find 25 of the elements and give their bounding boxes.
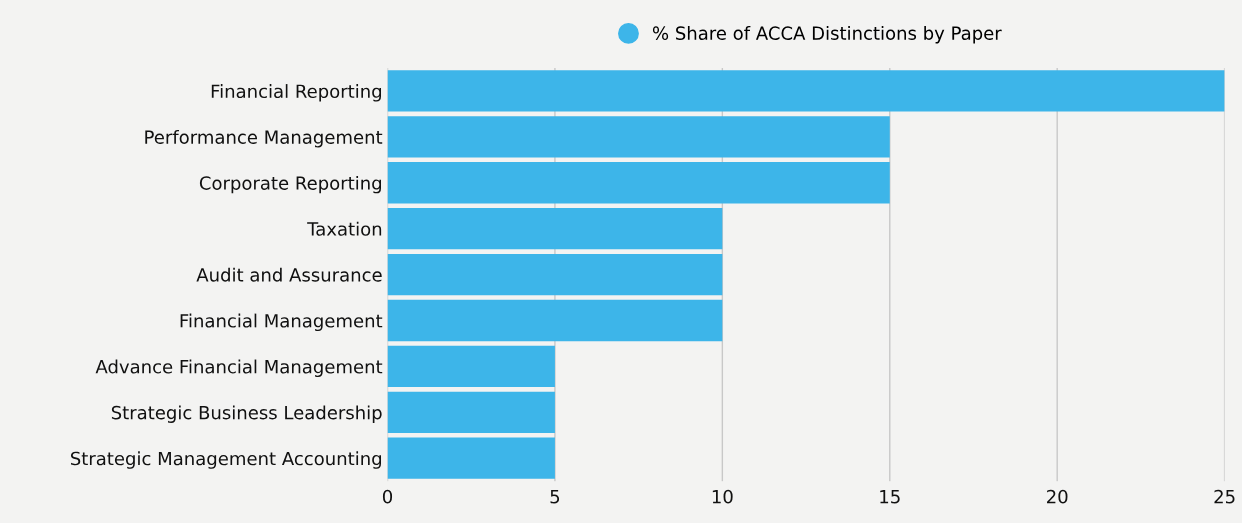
y-tick-label: Financial Management bbox=[180, 313, 383, 332]
x-tick-label: 25 bbox=[1214, 489, 1235, 504]
bar bbox=[387, 208, 723, 250]
bar bbox=[387, 299, 723, 342]
y-tick-label: Corporate Reporting bbox=[199, 175, 381, 194]
x-tick-label: 10 bbox=[712, 489, 733, 504]
y-tick-label: Performance Management bbox=[145, 129, 383, 148]
bar bbox=[387, 253, 723, 296]
x-tick-label: 5 bbox=[550, 490, 560, 504]
y-tick-label: Financial Reporting bbox=[211, 84, 381, 102]
x-tick-label: 20 bbox=[1047, 489, 1068, 504]
bar bbox=[387, 162, 890, 204]
bar bbox=[387, 345, 555, 388]
x-tick-label: 0 bbox=[382, 489, 393, 504]
y-tick-label: Strategic Business Leadership bbox=[111, 405, 382, 423]
y-tick-label: Advance Financial Management bbox=[95, 359, 383, 378]
x-tick-label: 15 bbox=[880, 490, 900, 504]
y-tick-label: Strategic Management Accounting bbox=[70, 451, 381, 469]
bar bbox=[387, 70, 1225, 112]
bar bbox=[387, 437, 555, 479]
y-tick-label: Taxation bbox=[307, 221, 382, 236]
bar bbox=[387, 391, 555, 433]
legend-label: % Share of ACCA Distinctions by Paper bbox=[652, 26, 1002, 44]
y-tick-label: Audit and Assurance bbox=[196, 267, 382, 282]
bar bbox=[387, 116, 890, 158]
